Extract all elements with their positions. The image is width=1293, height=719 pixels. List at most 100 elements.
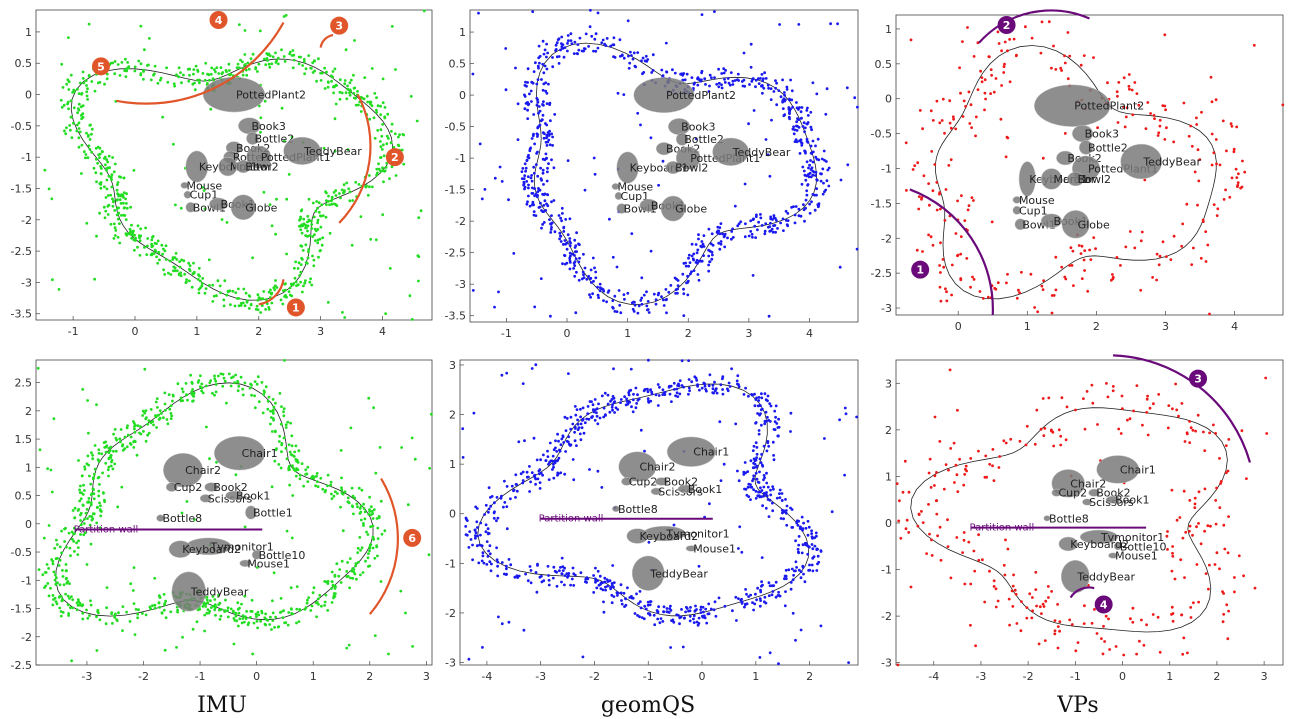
data-point (307, 248, 311, 251)
data-point (532, 203, 535, 207)
data-point (653, 623, 657, 627)
data-point (1128, 417, 1132, 421)
data-point (310, 223, 314, 226)
data-point (548, 103, 551, 106)
data-point (205, 595, 209, 599)
data-point (512, 252, 516, 255)
data-point (105, 178, 109, 182)
data-point (969, 285, 972, 289)
data-point (351, 576, 355, 580)
data-point (1151, 276, 1154, 279)
data-point (46, 467, 49, 470)
data-point (555, 55, 559, 59)
data-point (526, 108, 529, 112)
object-ellipsoid (650, 487, 662, 496)
data-point (226, 290, 230, 294)
data-point (546, 140, 550, 144)
data-point (965, 257, 969, 260)
data-point (525, 84, 528, 88)
data-point (545, 144, 549, 147)
data-point (646, 387, 649, 391)
data-point (189, 373, 193, 377)
data-point (650, 71, 654, 74)
data-point (241, 73, 245, 77)
data-point (317, 201, 321, 205)
data-point (811, 547, 815, 551)
data-point (72, 88, 76, 92)
data-point (315, 472, 319, 475)
data-point (803, 219, 806, 223)
data-point (1245, 477, 1248, 480)
data-point (542, 210, 546, 213)
data-point (338, 568, 342, 571)
data-point (282, 436, 286, 440)
data-point (312, 586, 316, 590)
data-point (1106, 81, 1109, 85)
data-point (844, 412, 848, 416)
x-tick-label: 3 (423, 670, 430, 683)
data-point (85, 131, 88, 135)
data-point (180, 511, 184, 515)
data-point (1025, 424, 1029, 428)
data-point (545, 102, 549, 105)
data-point (265, 52, 269, 55)
data-point (338, 97, 342, 101)
data-point (1182, 489, 1186, 493)
object-ellipsoid (1113, 542, 1122, 551)
data-point (722, 71, 726, 75)
data-point (763, 232, 767, 236)
data-point (203, 291, 207, 295)
data-point (546, 131, 550, 134)
data-point (763, 392, 767, 396)
data-point (319, 476, 323, 480)
data-point (537, 469, 541, 473)
data-point (797, 214, 801, 218)
data-point (53, 546, 57, 550)
data-point (547, 82, 550, 86)
data-point (629, 50, 632, 54)
data-point (825, 179, 829, 183)
data-point (764, 410, 768, 414)
data-point (309, 277, 312, 281)
data-point (81, 611, 85, 615)
data-point (341, 529, 345, 533)
object-label: Bowl2 (1078, 173, 1111, 186)
data-point (218, 601, 222, 605)
y-tick-label: -1.5 (445, 184, 466, 197)
data-point (1193, 170, 1197, 174)
data-point (692, 252, 696, 256)
data-point (399, 589, 403, 593)
data-point (652, 292, 656, 296)
data-point (422, 9, 426, 13)
data-point (105, 606, 108, 610)
data-point (542, 136, 546, 140)
data-point (192, 68, 196, 71)
data-point (520, 170, 524, 174)
data-point (562, 55, 566, 59)
data-point (96, 145, 100, 149)
data-point (967, 540, 971, 544)
data-point (814, 171, 818, 174)
data-point (903, 459, 907, 463)
data-point (1125, 106, 1129, 110)
data-point (539, 201, 542, 205)
data-point (944, 287, 947, 291)
object-ellipsoid (171, 571, 206, 612)
data-point (539, 471, 543, 475)
data-point (219, 66, 223, 69)
data-point (288, 483, 291, 487)
data-point (275, 197, 278, 201)
data-point (534, 163, 538, 167)
data-point (611, 255, 615, 259)
data-point (695, 379, 699, 382)
data-point (359, 504, 363, 508)
data-point (47, 187, 51, 191)
data-point (795, 566, 798, 569)
data-point (546, 166, 549, 170)
data-point (197, 291, 201, 295)
data-point (678, 392, 682, 396)
data-point (634, 406, 638, 410)
data-point (1252, 43, 1256, 47)
data-point (927, 503, 930, 506)
data-point (158, 605, 162, 609)
